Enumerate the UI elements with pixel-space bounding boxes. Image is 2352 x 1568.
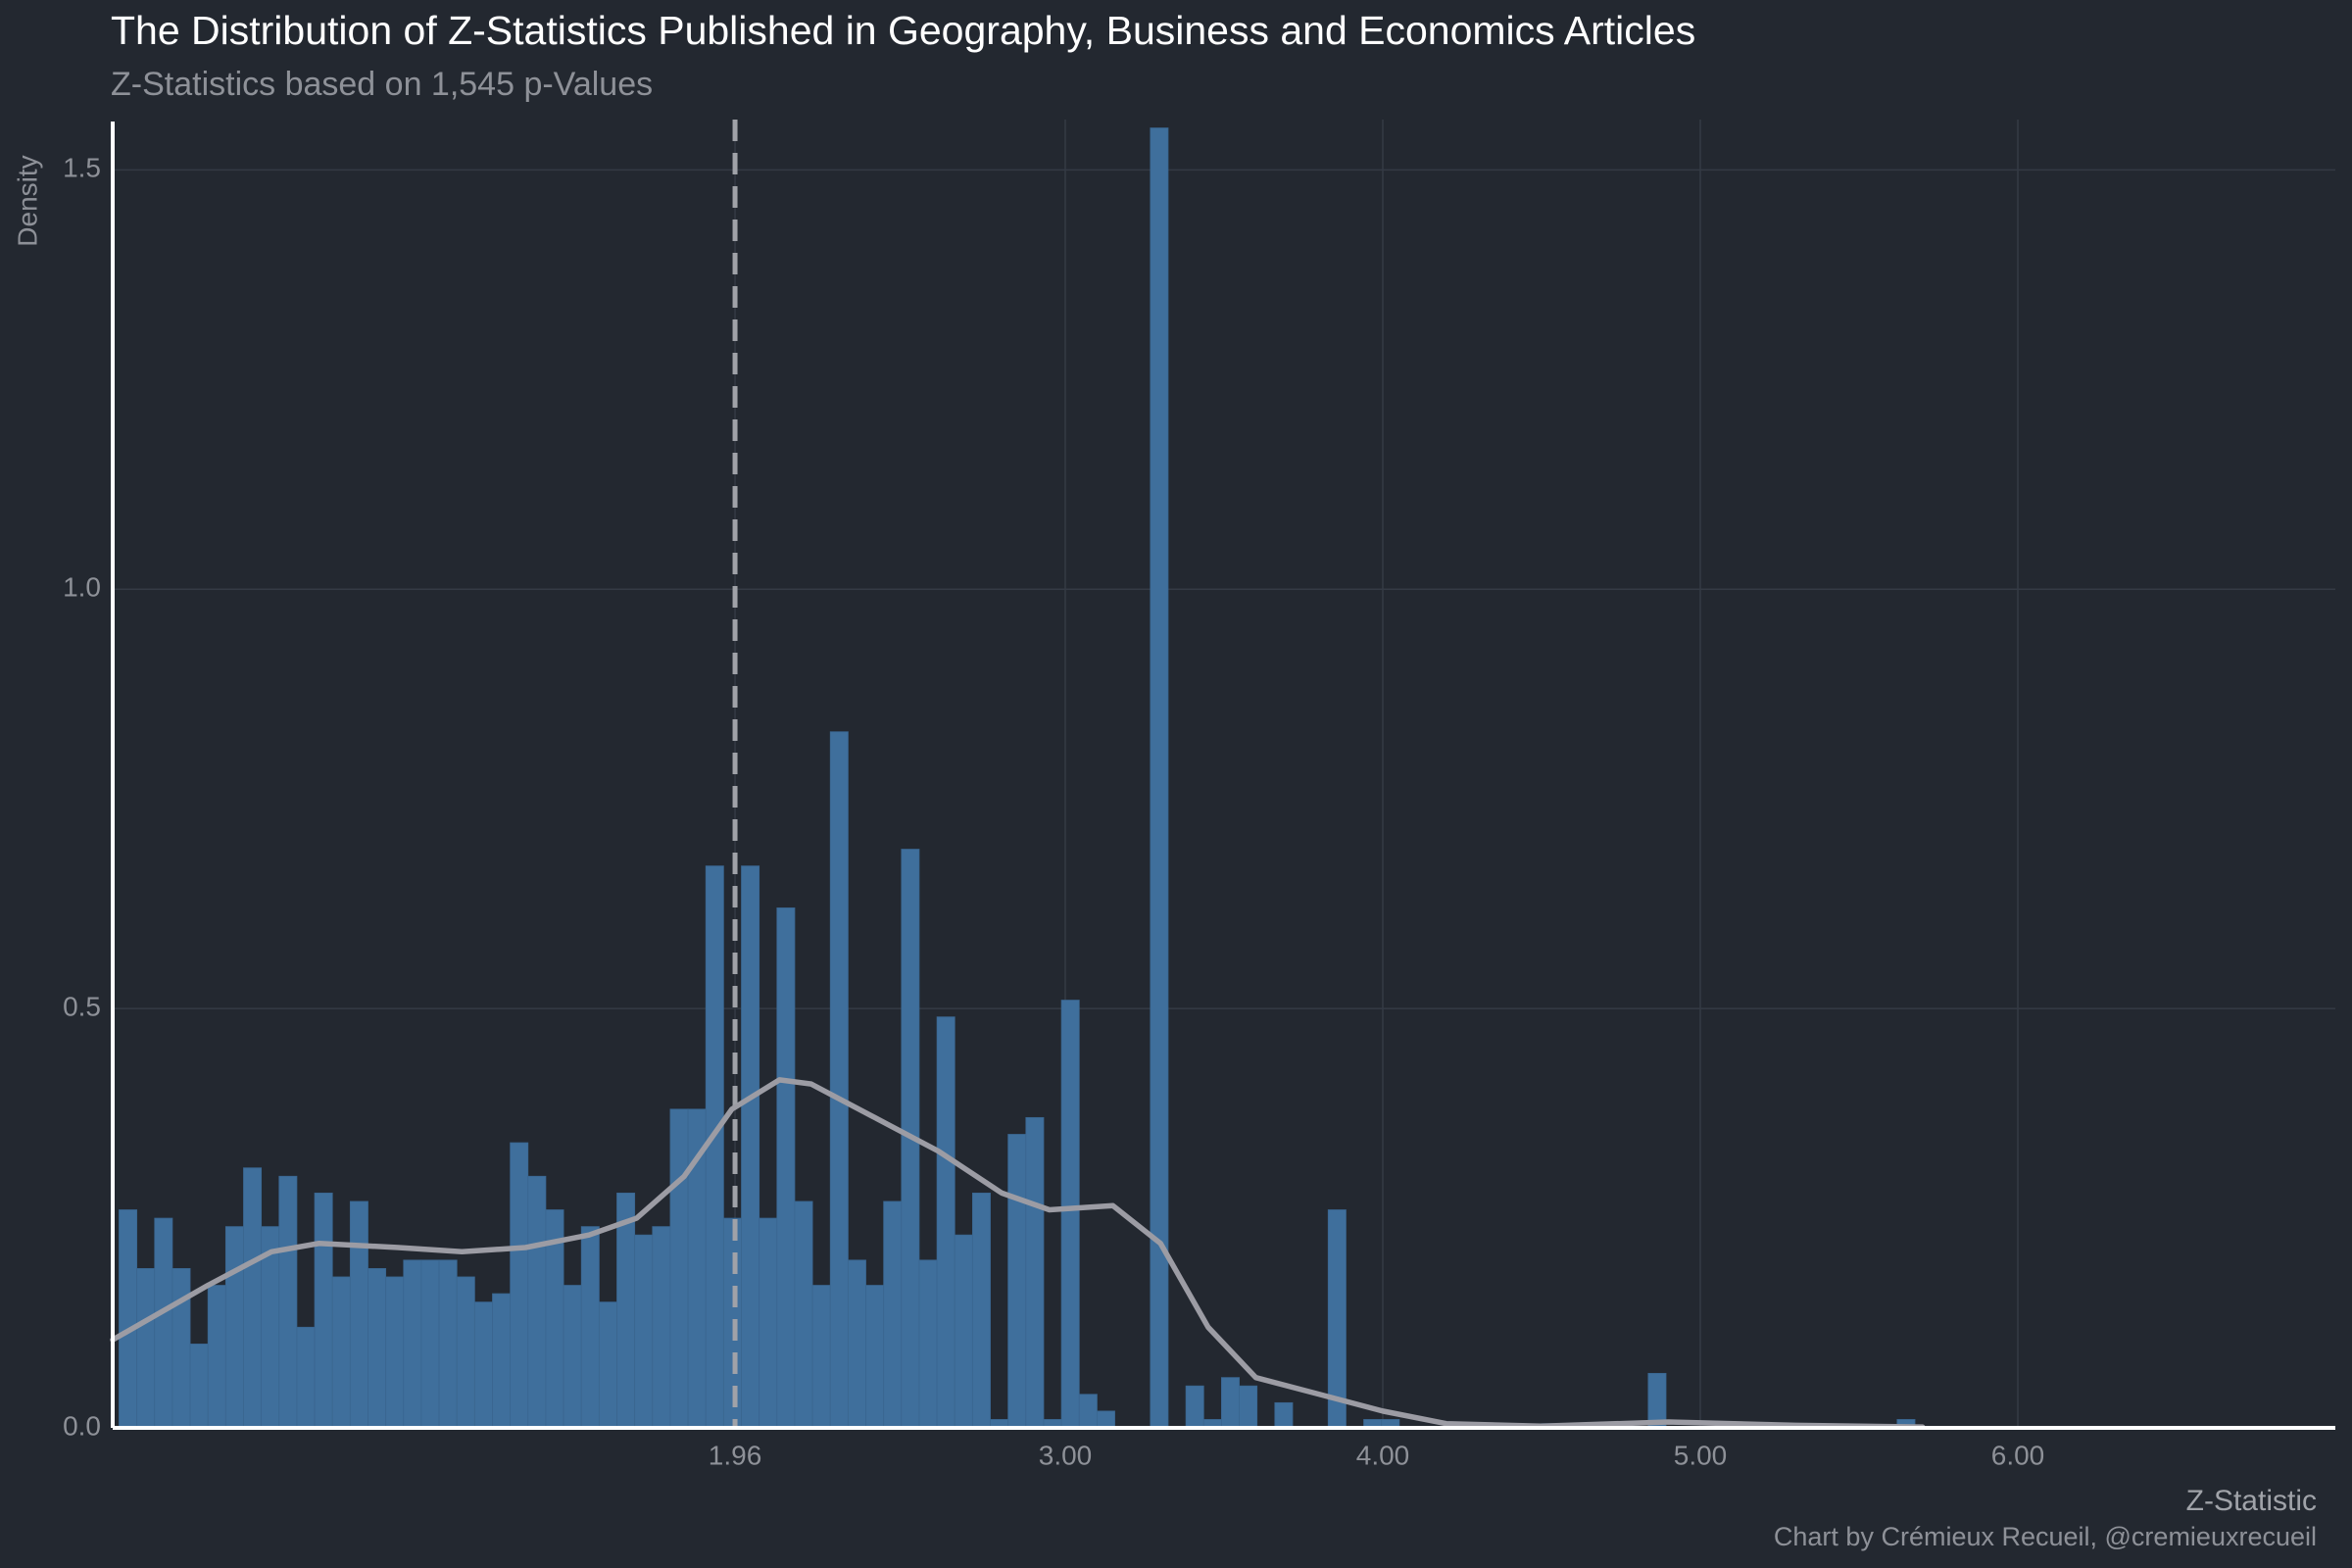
bar (119, 1209, 138, 1429)
bar (438, 1259, 458, 1429)
bar (811, 1285, 831, 1429)
bar (1274, 1401, 1294, 1429)
bar (189, 1344, 209, 1429)
bar (510, 1142, 529, 1429)
bar (1150, 127, 1169, 1429)
bar (368, 1268, 387, 1429)
bar (1239, 1385, 1258, 1429)
caption: Chart by Crémieux Recueil, @cremieuxrecu… (1774, 1522, 2317, 1551)
bar (616, 1192, 636, 1429)
bar (224, 1226, 244, 1429)
bar (563, 1285, 582, 1429)
bar (1185, 1385, 1204, 1429)
bar (918, 1259, 938, 1429)
chart-subtitle: Z-Statistics based on 1,545 p-Values (111, 66, 653, 103)
bar (420, 1259, 440, 1429)
bar (1025, 1116, 1045, 1429)
bar (296, 1326, 316, 1429)
bar (580, 1226, 600, 1429)
x-tick-label: 5.00 (1674, 1440, 1728, 1470)
bar (1221, 1377, 1240, 1429)
bar (1060, 1000, 1080, 1429)
bar (829, 731, 849, 1429)
bar (314, 1192, 333, 1429)
bar (349, 1200, 368, 1429)
bar (456, 1276, 475, 1429)
x-tick-label: 1.96 (709, 1440, 762, 1470)
bar (669, 1108, 689, 1429)
bar (136, 1268, 156, 1429)
x-tick-label: 6.00 (1991, 1440, 2045, 1470)
y-tick-label: 1.5 (63, 153, 101, 183)
y-axis-label: Density (12, 155, 42, 246)
x-axis-label: Z-Statistic (2186, 1485, 2317, 1517)
bar (473, 1301, 493, 1429)
bar (1007, 1134, 1027, 1429)
bar (403, 1259, 422, 1429)
bar (776, 907, 796, 1429)
bar (172, 1268, 191, 1429)
bar (1097, 1410, 1115, 1429)
bar (492, 1293, 512, 1429)
bar (759, 1217, 778, 1429)
bar (243, 1167, 263, 1429)
bar (847, 1259, 866, 1429)
y-tick-label: 0.0 (63, 1410, 101, 1441)
bar (705, 865, 724, 1429)
bar (741, 865, 760, 1429)
bar (598, 1301, 617, 1429)
bar (865, 1285, 885, 1429)
y-tick-label: 0.5 (63, 992, 101, 1022)
bar (154, 1217, 173, 1429)
chart-title: The Distribution of Z-Statistics Publish… (111, 8, 1695, 53)
y-tick-label: 1.0 (63, 572, 101, 603)
density-curve (110, 1077, 1926, 1430)
bar (527, 1175, 547, 1429)
bar (883, 1200, 903, 1429)
bar (722, 1217, 742, 1429)
x-tick-label: 3.00 (1039, 1440, 1093, 1470)
bar (652, 1226, 671, 1429)
bar (1078, 1394, 1098, 1429)
bar (634, 1234, 654, 1429)
bar (331, 1276, 351, 1429)
bar (278, 1175, 298, 1429)
bar (936, 1016, 956, 1429)
bar (385, 1276, 405, 1429)
bar (794, 1200, 813, 1429)
x-tick-label: 4.00 (1356, 1440, 1410, 1470)
bar (207, 1285, 226, 1429)
bar (954, 1234, 973, 1429)
bar (971, 1192, 991, 1429)
